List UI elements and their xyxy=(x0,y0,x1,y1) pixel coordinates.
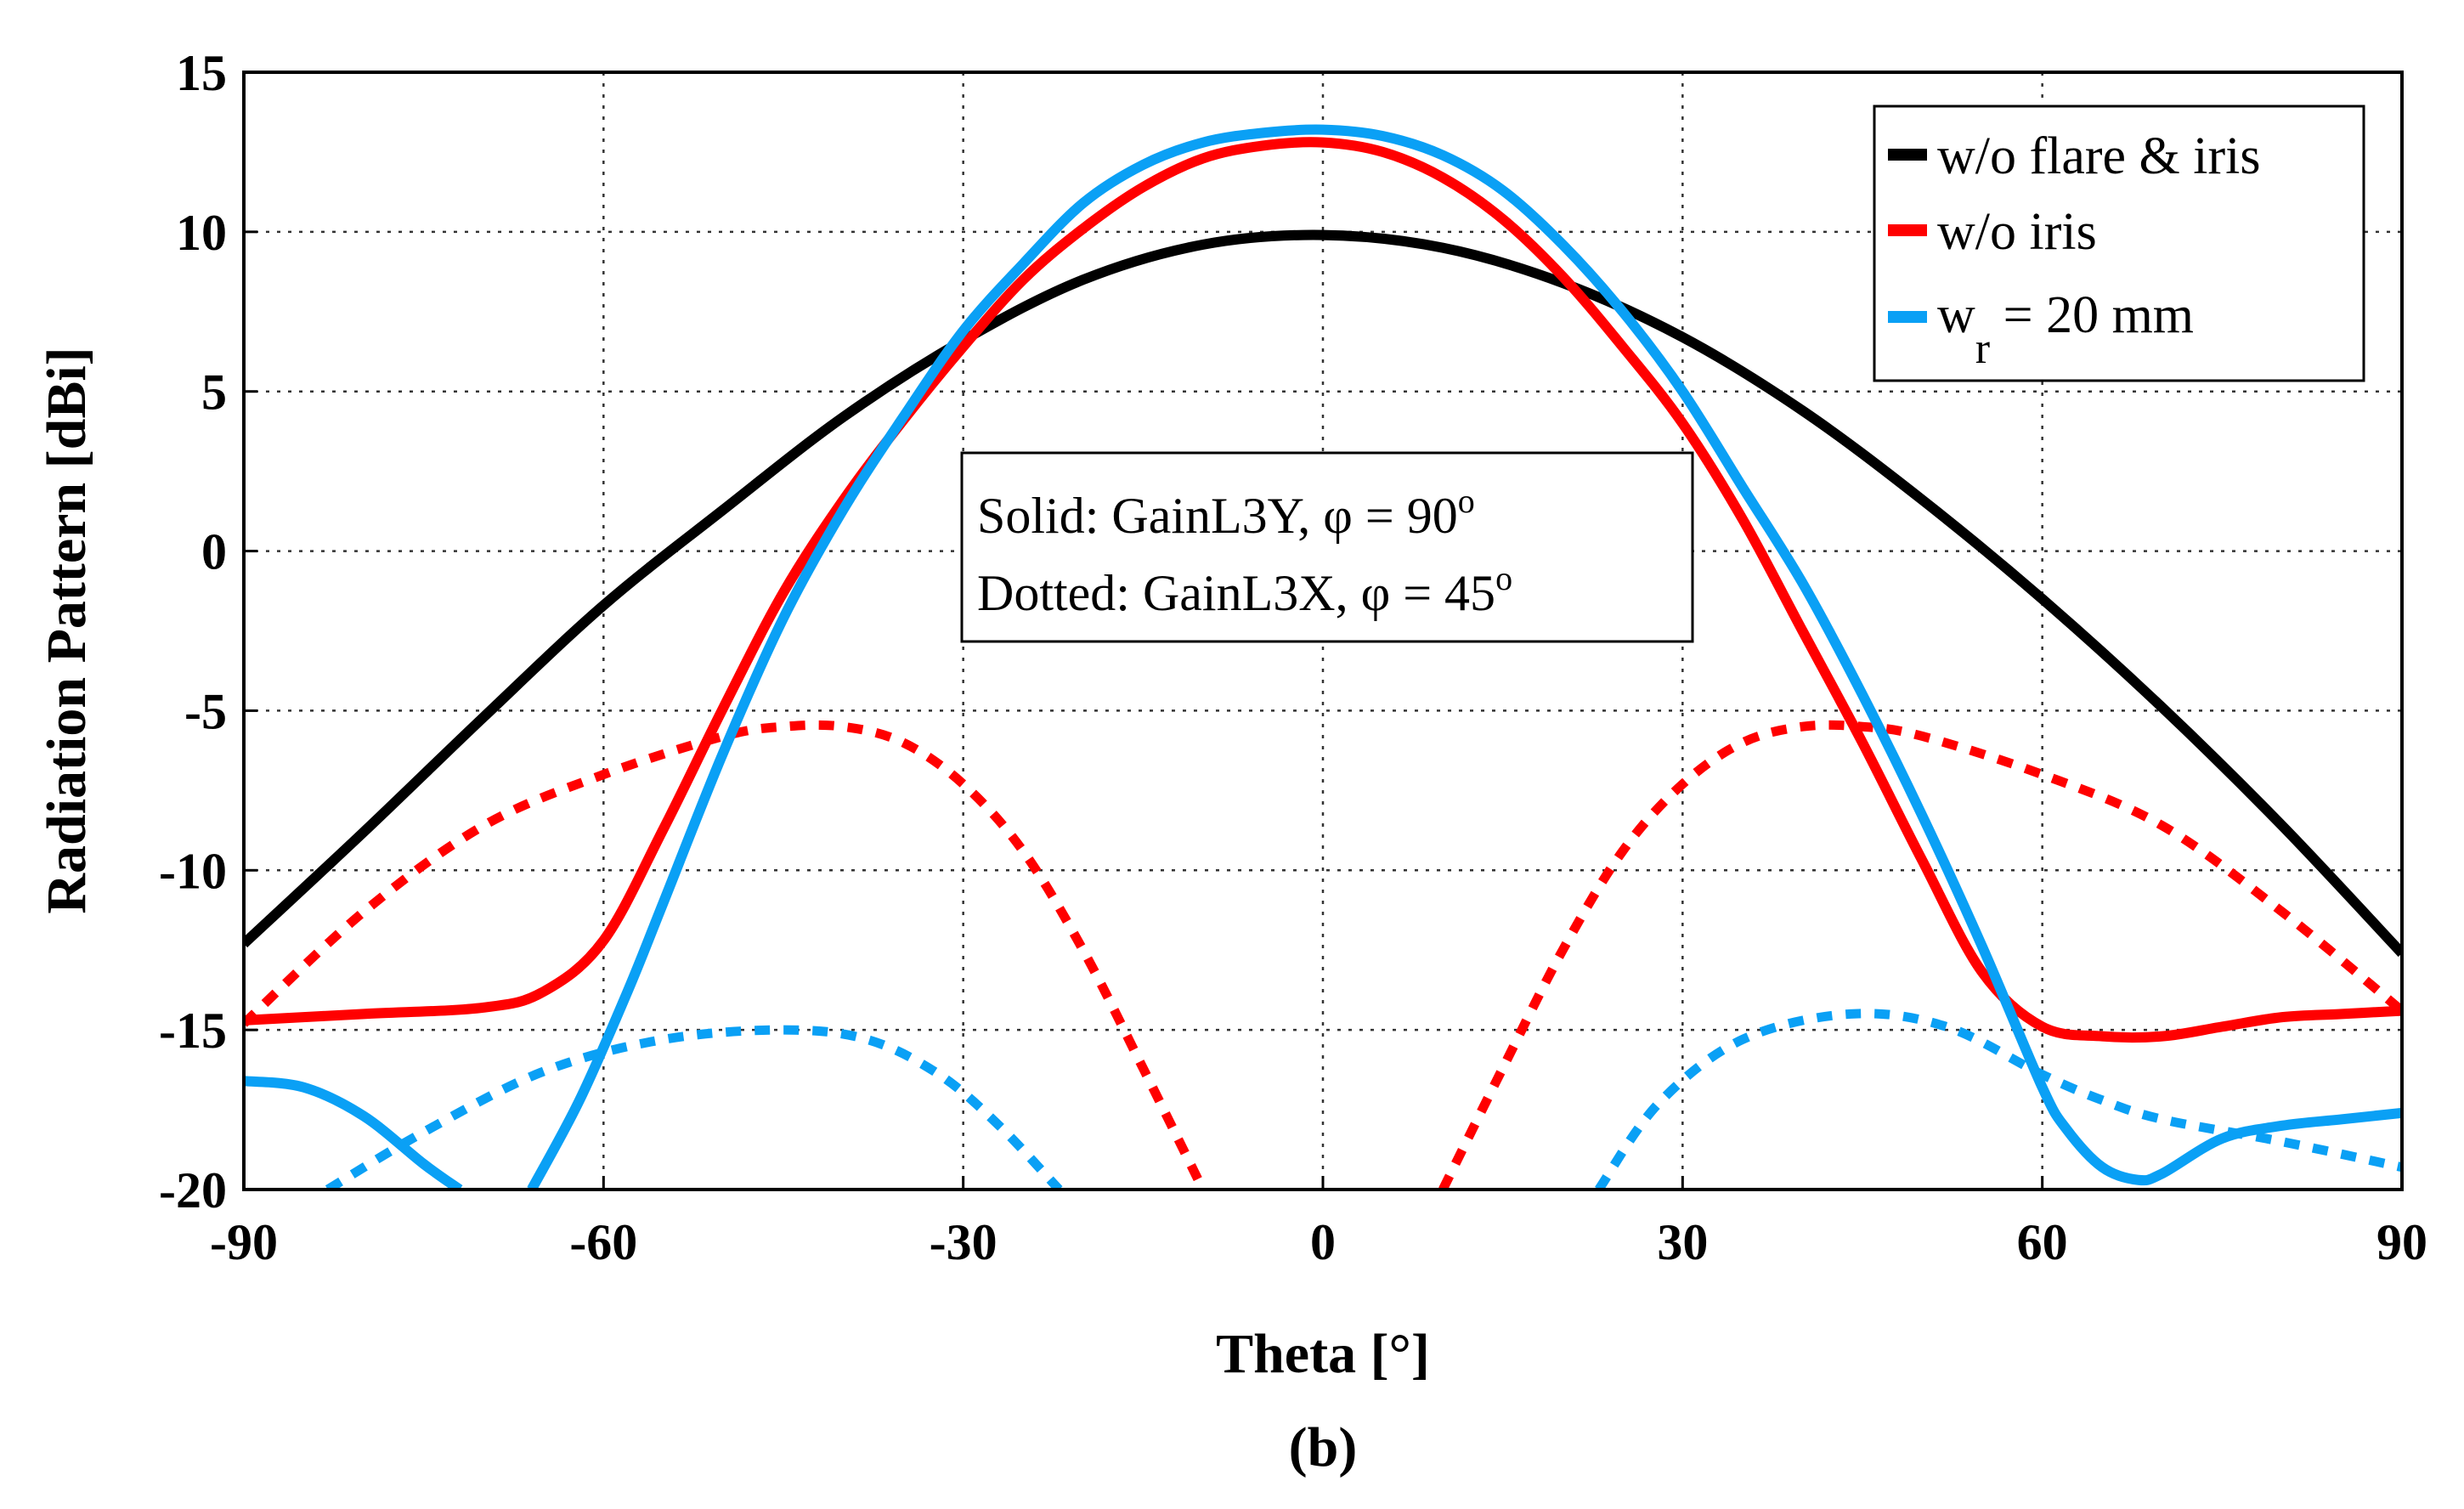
x-tick-label: 30 xyxy=(1657,1214,1708,1270)
grid-lines xyxy=(244,72,2402,1190)
x-axis-title: Theta [°] xyxy=(1216,1323,1430,1385)
series-blue-solid xyxy=(527,124,2402,1190)
series-red-dotted xyxy=(244,720,1207,1190)
legend-box xyxy=(1873,105,2365,382)
x-tick-label: -90 xyxy=(210,1214,278,1270)
x-tick-label: 90 xyxy=(2376,1214,2427,1270)
y-tick-label: 5 xyxy=(201,365,227,421)
series-red-solid xyxy=(244,137,2402,1043)
legend-label-red: w/o iris xyxy=(1937,203,2097,261)
x-tick-label: -60 xyxy=(569,1214,637,1270)
figure-caption: (b) xyxy=(1289,1416,1358,1478)
series-blue-dotted xyxy=(1595,1009,2402,1190)
y-tick-label: -15 xyxy=(159,1003,227,1059)
annotation-box: Solid: GainL3Y, φ = 90o Dotted: GainL3X,… xyxy=(960,451,1694,643)
axis-ticks: -90 -60 -30 0 30 60 90 15 10 5 0 -5 -10 -15 -20 xyxy=(159,45,2427,1270)
annotation-line-dotted: Dotted: GainL3X, φ = 45o xyxy=(977,559,1512,621)
y-tick-label: -20 xyxy=(159,1162,227,1218)
y-tick-label: 10 xyxy=(176,205,227,261)
annotation-line-solid: Solid: GainL3Y, φ = 90o xyxy=(977,482,1475,544)
y-tick-label: -10 xyxy=(159,843,227,899)
y-axis-title: Radiation Pattern [dBi] xyxy=(36,347,98,913)
y-tick-label: 0 xyxy=(201,524,227,580)
x-tick-label: -30 xyxy=(930,1214,997,1270)
legend-label-black: w/o flare & iris xyxy=(1937,127,2261,185)
y-tick-label: -5 xyxy=(184,683,227,739)
series-blue-dotted xyxy=(325,1025,1063,1190)
series-blue-solid xyxy=(244,1076,463,1190)
legend: w/o flare & iris w/o iris wr = 20 mm xyxy=(1873,105,2365,382)
series-black-solid xyxy=(244,229,2402,958)
plot-series xyxy=(244,124,2402,1190)
x-tick-label: 60 xyxy=(2017,1214,2068,1270)
y-tick-label: 15 xyxy=(176,45,227,101)
x-tick-label: 0 xyxy=(1310,1214,1336,1270)
legend-label-blue: wr = 20 mm xyxy=(1937,286,2194,373)
series-red-dotted xyxy=(1438,720,2402,1190)
